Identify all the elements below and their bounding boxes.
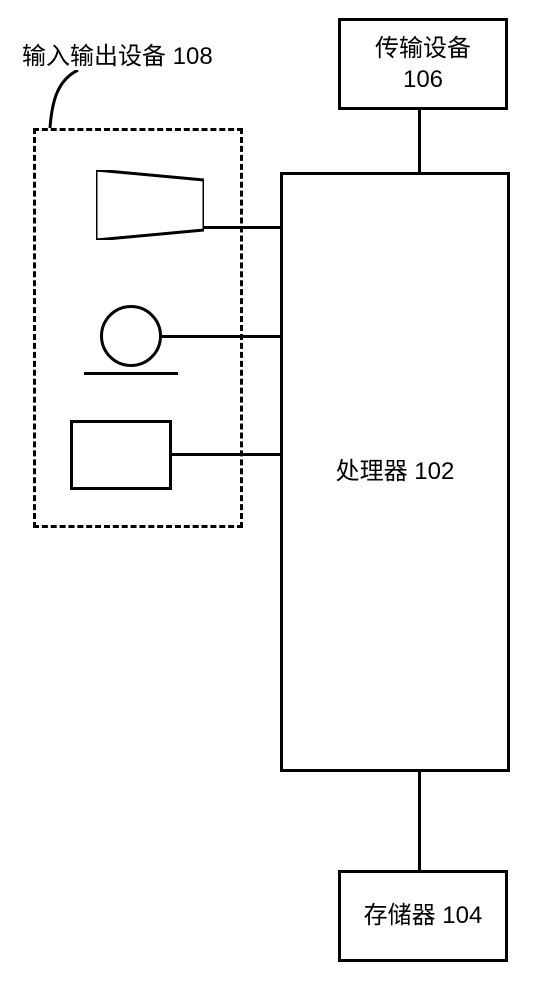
rect-icon (70, 420, 172, 490)
conn-display-processor (204, 226, 280, 229)
conn-processor-memory (418, 772, 421, 870)
memory-text: 存储器 104 (364, 900, 483, 931)
transfer-device-box: 传输设备 106 (338, 18, 508, 110)
circle-icon (100, 305, 162, 367)
memory-box: 存储器 104 (338, 870, 508, 962)
conn-rect-processor (172, 453, 280, 456)
display-icon (96, 170, 204, 240)
conn-transfer-processor (418, 110, 421, 172)
circle-base-bar (84, 372, 178, 375)
label-bracket (48, 70, 108, 128)
conn-circle-processor (162, 335, 280, 338)
io-device-label: 输入输出设备 108 (22, 36, 213, 71)
processor-text: 处理器 102 (336, 456, 455, 487)
processor-box: 处理器 102 (280, 172, 510, 772)
transfer-device-text: 传输设备 106 (375, 33, 471, 95)
